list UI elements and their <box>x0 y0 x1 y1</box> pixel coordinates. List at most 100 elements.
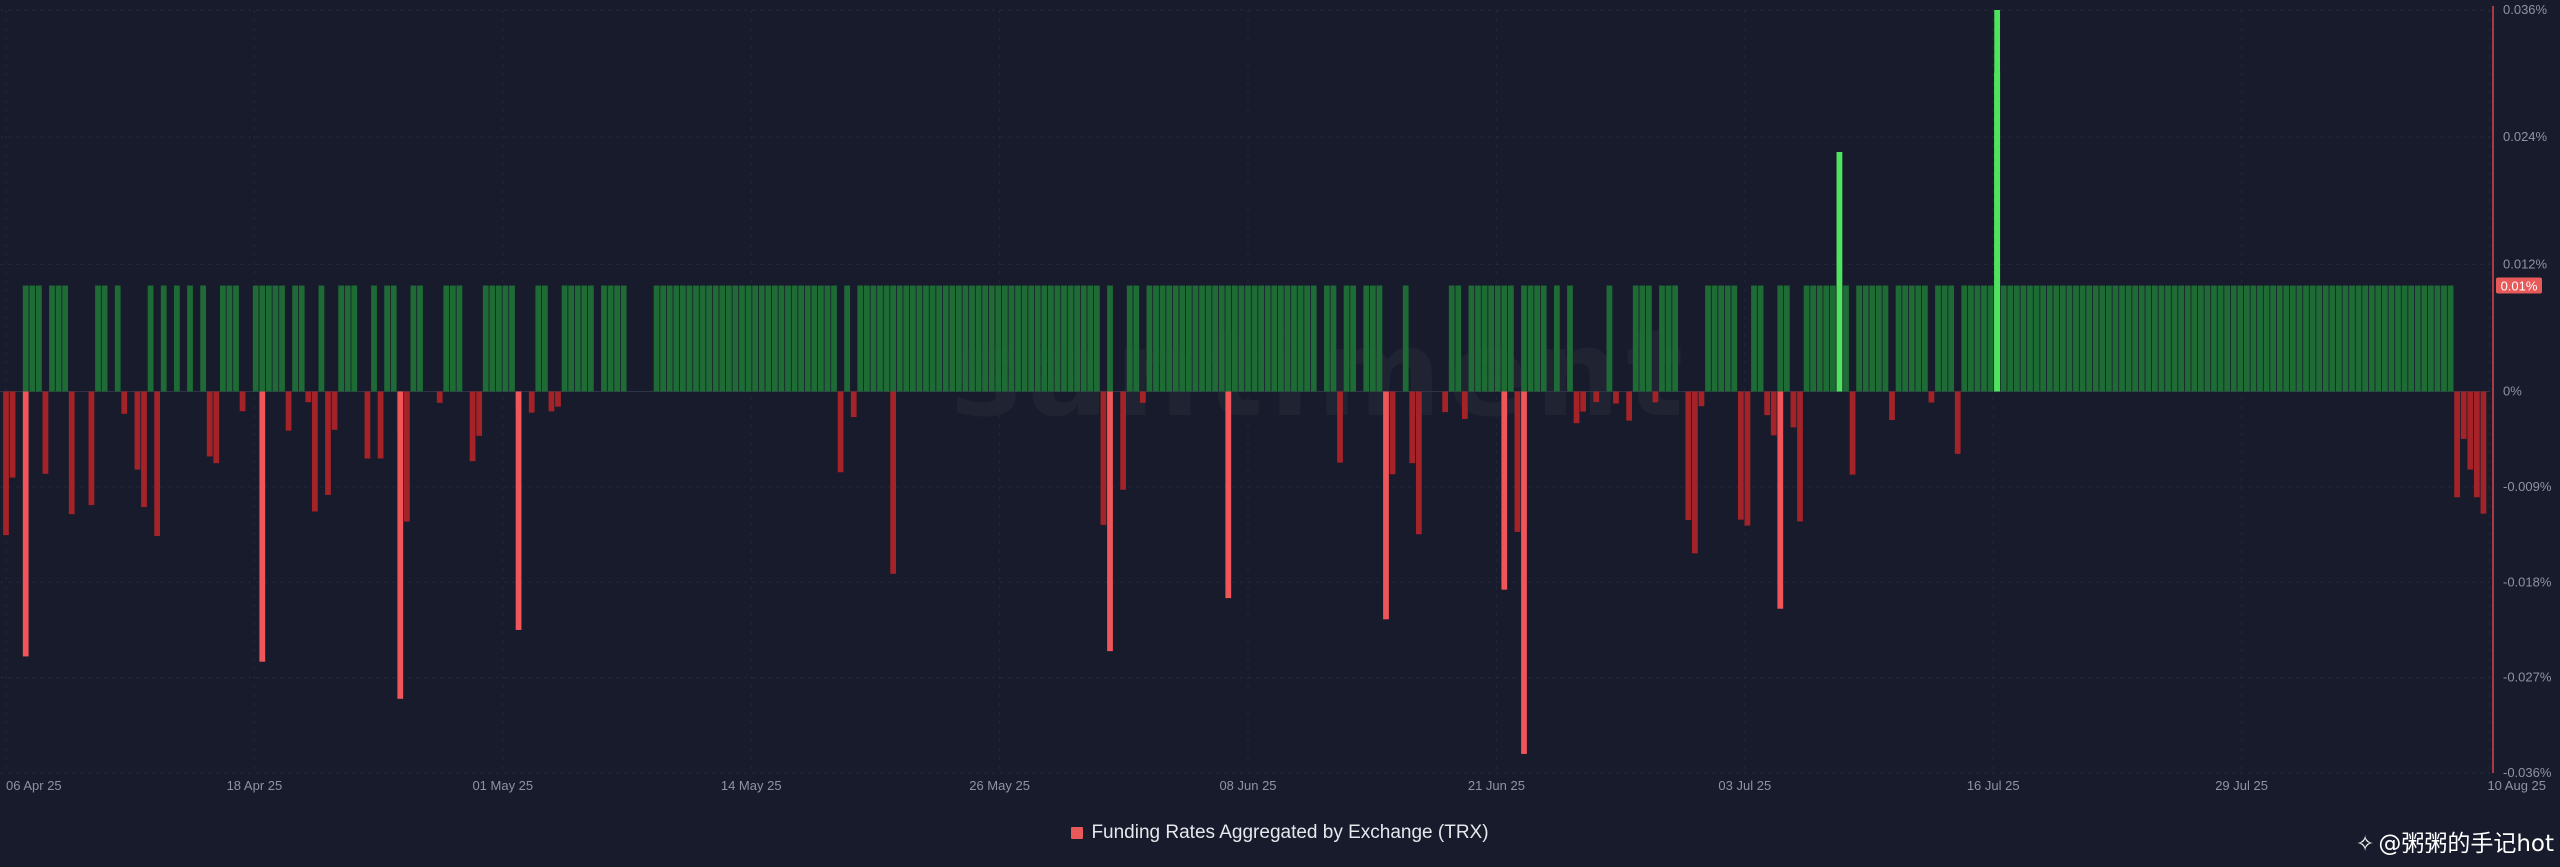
funding-rate-bar <box>147 285 154 392</box>
x-tick-label: 26 May 25 <box>969 778 1030 793</box>
funding-rate-bar <box>1107 391 1113 652</box>
funding-rate-bar <box>1961 285 1968 392</box>
funding-rate-bar <box>1987 285 1994 392</box>
funding-rate-bar <box>732 285 739 392</box>
funding-rate-bar <box>390 285 397 392</box>
funding-rate-bar <box>1264 285 1271 392</box>
funding-rate-bar <box>2053 285 2060 392</box>
funding-rate-bar <box>568 285 575 392</box>
funding-rate-bar <box>2283 285 2290 392</box>
funding-rate-bar <box>2408 285 2415 392</box>
funding-rate-bar <box>2184 285 2191 392</box>
funding-rate-bar <box>2342 285 2349 392</box>
funding-rate-bar <box>1330 285 1337 392</box>
funding-rate-bar <box>679 285 686 392</box>
funding-rate-bar <box>1225 391 1232 599</box>
funding-rate-bar <box>1626 391 1633 421</box>
legend[interactable]: Funding Rates Aggregated by Exchange (TR… <box>0 822 2560 844</box>
funding-rate-bar <box>988 285 995 392</box>
funding-rate-bar <box>528 391 535 413</box>
funding-rate-bar <box>811 285 818 392</box>
y-tick-label: -0.009% <box>2503 479 2552 494</box>
funding-rate-bar <box>2204 285 2211 392</box>
axes-group: 0.036% 0.024% 0.012% 0% -0.009% -0.018% -0.027… <box>6 2 2552 793</box>
funding-rate-bar <box>850 391 857 418</box>
funding-rate-bar <box>1494 285 1501 392</box>
funding-rate-bar <box>1836 152 1843 392</box>
funding-rate-bar <box>1744 391 1751 526</box>
funding-rate-bar <box>1225 285 1232 392</box>
funding-rate-bar <box>666 285 673 392</box>
funding-rate-bar <box>502 285 509 392</box>
funding-rate-bar <box>1613 391 1619 404</box>
funding-rate-bar <box>890 391 897 574</box>
funding-rate-bar <box>1093 285 1100 392</box>
funding-rate-bar <box>344 285 351 392</box>
y-tick-label: -0.018% <box>2503 574 2552 589</box>
funding-rate-bar <box>206 391 213 457</box>
funding-rate-bar <box>541 285 548 392</box>
funding-rate-bar <box>1231 285 1238 392</box>
funding-rate-bar <box>1507 285 1514 392</box>
funding-rate-bar <box>410 285 417 392</box>
funding-rate-bar <box>2316 285 2323 392</box>
funding-rate-bar <box>804 285 811 392</box>
funding-rate-bar <box>1139 391 1146 403</box>
funding-rate-bar <box>2125 285 2132 392</box>
funding-rate-bar <box>2355 285 2362 392</box>
funding-rate-bar <box>226 285 233 392</box>
funding-rate-bar <box>1731 285 1738 392</box>
funding-rate-bar <box>1172 285 1179 392</box>
funding-rate-bar <box>2349 285 2355 392</box>
funding-rate-bar <box>745 285 752 392</box>
funding-rate-bar <box>1908 285 1915 392</box>
funding-rate-bar <box>2086 285 2093 392</box>
funding-rate-bar <box>1192 285 1199 392</box>
funding-rate-bar <box>942 285 949 392</box>
funding-rate-bar <box>837 391 844 473</box>
x-tick-label: 14 May 25 <box>721 778 782 793</box>
y-tick-label: -0.036% <box>2503 765 2552 780</box>
funding-rate-bar <box>2132 285 2139 392</box>
funding-rate-bar <box>1875 285 1882 392</box>
funding-rate-bar <box>42 391 49 474</box>
funding-rate-bar <box>574 285 581 392</box>
funding-rate-bar <box>121 391 128 414</box>
funding-rate-bar <box>1777 285 1784 392</box>
funding-rate-bar <box>929 285 936 392</box>
funding-rate-bar <box>2191 285 2198 392</box>
funding-rate-bar <box>660 285 667 392</box>
funding-rate-bar <box>49 285 55 392</box>
funding-rate-bar <box>1856 285 1863 392</box>
funding-rate-bar <box>325 391 331 495</box>
funding-rate-bar <box>2211 285 2217 392</box>
funding-rate-bar <box>771 285 778 392</box>
funding-rate-bar <box>1777 391 1784 609</box>
funding-rate-bar <box>443 285 450 392</box>
funding-rate-bar <box>1632 285 1639 392</box>
funding-rate-bar <box>791 285 798 392</box>
funding-rate-bar <box>1409 391 1416 464</box>
funding-rate-bar <box>1849 391 1856 475</box>
funding-rate-bar <box>1015 285 1021 392</box>
funding-rate-bar <box>785 285 791 392</box>
funding-rate-bar <box>1527 285 1534 392</box>
funding-rate-bar <box>712 285 719 392</box>
funding-rate-bar <box>686 285 693 392</box>
funding-rate-bar <box>1948 285 1955 392</box>
funding-rate-bar <box>2158 285 2165 392</box>
funding-rate-bar <box>1994 71 2001 392</box>
funding-rate-bar <box>219 285 226 392</box>
funding-rate-bar <box>1310 285 1317 392</box>
funding-rate-bar <box>1606 285 1613 392</box>
funding-rate-bar <box>311 391 318 512</box>
funding-rate-bar <box>1238 285 1245 392</box>
funding-rate-bar <box>1737 391 1744 520</box>
x-tick-label: 29 Jul 25 <box>2215 778 2268 793</box>
funding-rate-bar <box>1146 285 1153 392</box>
funding-rate-bar <box>1902 285 1909 392</box>
funding-rate-bar <box>555 391 561 407</box>
funding-rate-bar <box>436 391 443 403</box>
funding-rate-bar <box>417 285 423 392</box>
